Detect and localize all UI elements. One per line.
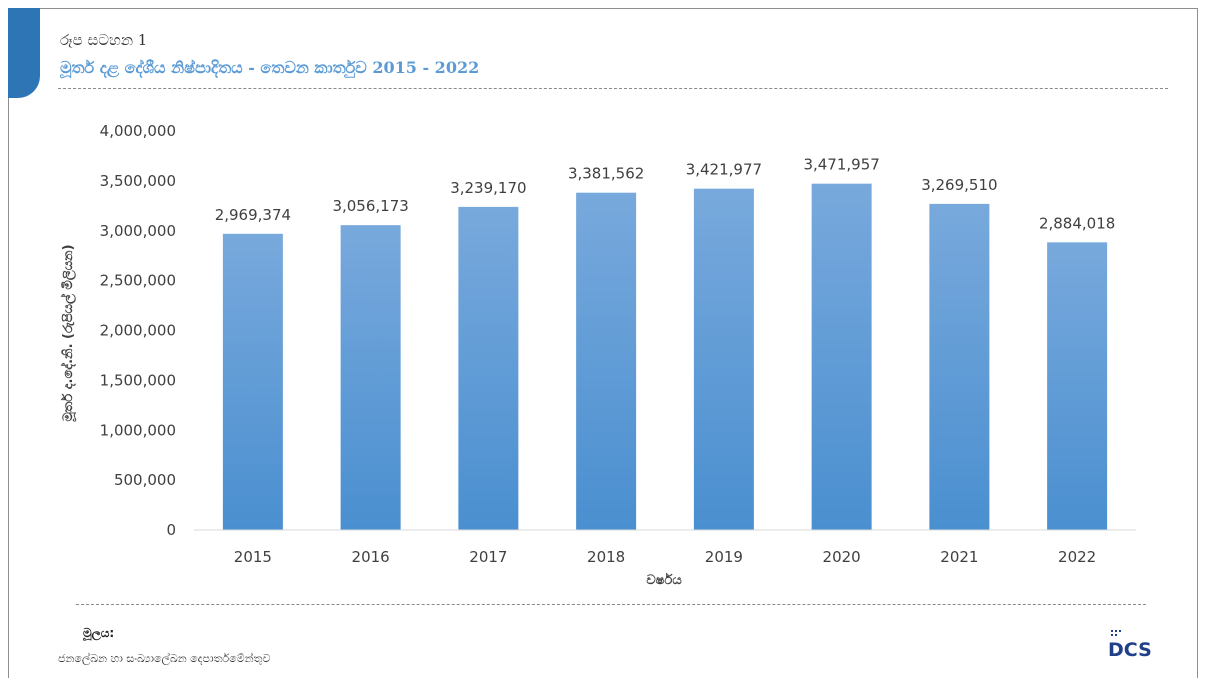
top-divider bbox=[58, 88, 1168, 89]
source-text: ජනලේඛන හා සංඛ්‍යාලේඛන දෙපාර්තමේන්තුව bbox=[58, 652, 271, 665]
y-tick-label: 1,500,000 bbox=[100, 371, 176, 389]
y-tick-label: 2,500,000 bbox=[100, 272, 176, 290]
dcs-logo-text: DCS bbox=[1108, 639, 1152, 660]
y-axis-ticks: 0 500,000 1,000,000 1,500,000 2,000,000 2,500… bbox=[100, 122, 176, 539]
corner-accent-tab bbox=[8, 8, 40, 98]
y-axis-label: මූර්ත ද.දේ.නි. (රුපියල් මිලියන) bbox=[59, 244, 77, 422]
data-label: 3,421,977 bbox=[686, 161, 762, 179]
bar bbox=[693, 188, 754, 531]
bar-chart: 0 500,000 1,000,000 1,500,000 2,000,000 2,500… bbox=[59, 122, 1136, 588]
bar bbox=[811, 183, 872, 530]
figure-caption-label: රූප සටහන 1 bbox=[60, 31, 148, 49]
y-tick-label: 0 bbox=[166, 521, 176, 539]
y-tick-label: 500,000 bbox=[114, 471, 176, 489]
x-tick-label: 2018 bbox=[587, 548, 625, 566]
y-tick-label: 3,500,000 bbox=[100, 172, 176, 190]
data-label: 3,471,957 bbox=[803, 156, 879, 174]
data-label: 3,269,510 bbox=[921, 176, 997, 194]
bar bbox=[576, 192, 637, 530]
bar bbox=[458, 206, 519, 530]
source-label: මූලය: bbox=[83, 626, 115, 640]
x-tick-label: 2021 bbox=[940, 548, 978, 566]
bars-group bbox=[222, 183, 1108, 531]
x-tick-label: 2015 bbox=[234, 548, 272, 566]
y-tick-label: 3,000,000 bbox=[100, 222, 176, 240]
bar bbox=[1047, 242, 1108, 530]
x-axis-label: වර්ෂය bbox=[646, 572, 682, 588]
figure-caption-title: මූර්ත දළ දේශීය නිෂ්පාදිතය - තෙවන කාර්තුව… bbox=[60, 58, 480, 77]
bar bbox=[929, 203, 990, 530]
dcs-logo: DCS bbox=[1108, 630, 1152, 660]
data-label: 3,381,562 bbox=[568, 165, 644, 183]
y-tick-label: 2,000,000 bbox=[100, 322, 176, 340]
bottom-divider bbox=[76, 604, 1146, 605]
x-tick-label: 2019 bbox=[705, 548, 743, 566]
bar bbox=[222, 233, 283, 531]
data-label: 3,056,173 bbox=[332, 197, 408, 215]
data-label: 2,884,018 bbox=[1039, 214, 1115, 232]
x-tick-label: 2017 bbox=[469, 548, 507, 566]
figure-frame bbox=[8, 8, 1198, 678]
y-tick-label: 1,000,000 bbox=[100, 421, 176, 439]
x-axis-ticks: 2015 2016 2017 2018 2019 2020 2021 2022 bbox=[234, 548, 1096, 566]
data-labels-group: 2,969,374 3,056,173 3,239,170 3,381,562 3,42… bbox=[215, 156, 1116, 233]
data-label: 2,969,374 bbox=[215, 206, 291, 224]
x-tick-label: 2022 bbox=[1058, 548, 1096, 566]
bar bbox=[340, 225, 401, 531]
x-tick-label: 2020 bbox=[823, 548, 861, 566]
x-tick-label: 2016 bbox=[352, 548, 390, 566]
y-tick-label: 4,000,000 bbox=[100, 122, 176, 140]
data-label: 3,239,170 bbox=[450, 179, 526, 197]
